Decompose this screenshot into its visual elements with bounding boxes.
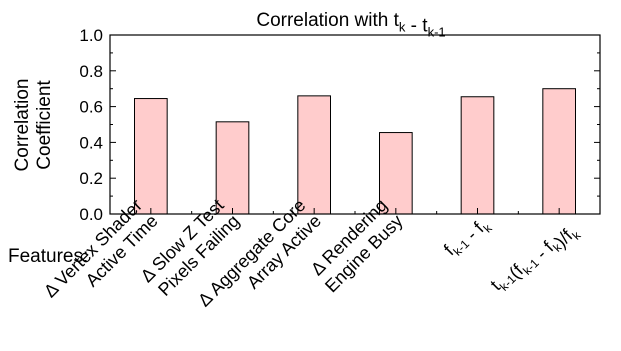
y-tick-label: 0.0 bbox=[79, 205, 103, 224]
y-axis-ticks: 0.0 0.2 0.4 0.6 0.8 1.0 bbox=[79, 26, 600, 224]
plot-frame bbox=[109, 34, 601, 215]
x-axis-ticks bbox=[150, 208, 560, 214]
y-tick-label: 0.8 bbox=[79, 62, 103, 81]
bars bbox=[134, 88, 576, 215]
x-axis-label: Features: bbox=[8, 246, 88, 267]
chart-title: Correlation with tk - tk-1 bbox=[256, 10, 445, 40]
x-tick-label-line: fk-1 - fk bbox=[440, 210, 496, 266]
bar bbox=[134, 98, 168, 215]
y-tick-label: 0.6 bbox=[79, 98, 103, 117]
x-tick-label: fk-1 - fk bbox=[440, 210, 496, 266]
y-tick-label: 0.2 bbox=[79, 169, 103, 188]
bar bbox=[215, 121, 250, 215]
x-tick-label-line: tk-1(fk-1 - fk)/fk bbox=[486, 210, 584, 308]
bar bbox=[379, 132, 413, 215]
y-tick-label: 1.0 bbox=[79, 26, 103, 45]
y-axis-label-line: Coefficient bbox=[34, 80, 55, 170]
x-tick-label: tk-1(fk-1 - fk)/fk bbox=[486, 210, 584, 308]
y-axis-label-line: Correlation bbox=[12, 79, 33, 172]
bar bbox=[297, 95, 332, 215]
y-axis-label: Correlation Coefficient bbox=[12, 79, 55, 172]
y-tick-label: 0.4 bbox=[79, 133, 103, 152]
bar bbox=[542, 88, 576, 215]
bar bbox=[460, 96, 495, 215]
